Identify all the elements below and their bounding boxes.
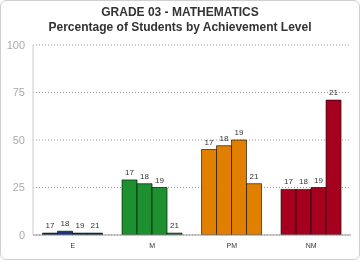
svg-text:18: 18 xyxy=(299,177,308,186)
svg-text:19: 19 xyxy=(235,128,244,137)
svg-text:17: 17 xyxy=(125,168,134,177)
svg-text:0: 0 xyxy=(19,229,25,241)
svg-text:21: 21 xyxy=(91,221,100,230)
html-text:GRADE 03 - MATHEMATICS: GRADE 03 - MATHEMATICS xyxy=(101,5,259,19)
svg-text:100: 100 xyxy=(8,39,25,51)
svg-text:18: 18 xyxy=(220,134,229,143)
svg-text:19: 19 xyxy=(314,176,323,185)
svg-text:21: 21 xyxy=(329,88,338,97)
svg-text:18: 18 xyxy=(61,219,70,228)
svg-text:18: 18 xyxy=(140,172,149,181)
svg-text:17: 17 xyxy=(284,177,293,186)
svg-text:17: 17 xyxy=(46,221,55,230)
html-text:Percentage of Students by Achi: Percentage of Students by Achievement Le… xyxy=(48,20,312,34)
svg-text:19: 19 xyxy=(76,221,85,230)
svg-text:17: 17 xyxy=(205,138,214,147)
svg-text:21: 21 xyxy=(170,221,179,230)
svg-text:50: 50 xyxy=(13,134,25,146)
svg-text:75: 75 xyxy=(13,86,25,98)
svg-text:PM: PM xyxy=(227,242,238,249)
svg-text:M: M xyxy=(149,242,155,249)
svg-text:NM: NM xyxy=(306,242,317,249)
svg-text:21: 21 xyxy=(250,172,259,181)
svg-text:19: 19 xyxy=(155,176,164,185)
svg-text:E: E xyxy=(70,242,75,249)
svg-text:25: 25 xyxy=(13,181,25,193)
